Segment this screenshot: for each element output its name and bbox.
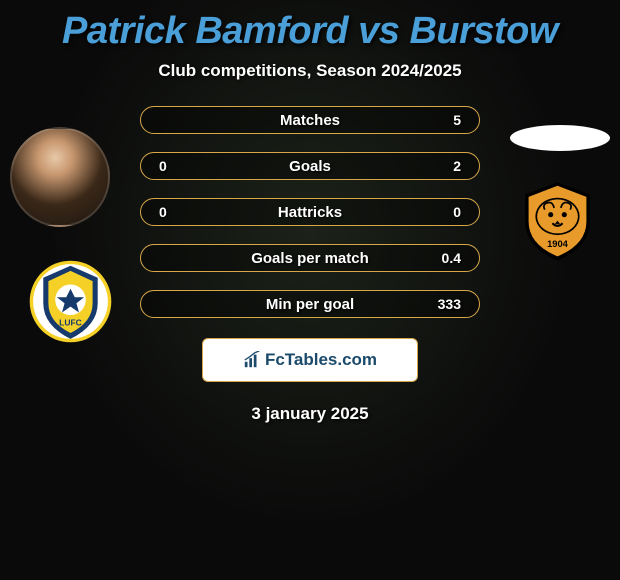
stat-value-right: 0 — [411, 204, 461, 220]
watermark: FcTables.com — [202, 338, 418, 382]
stat-row: Min per goal 333 — [140, 290, 480, 318]
stat-row: 0 Hattricks 0 — [140, 198, 480, 226]
stat-label: Goals — [289, 158, 331, 175]
watermark-text: FcTables.com — [265, 350, 377, 370]
comparison-title: Patrick Bamford vs Burstow — [0, 0, 620, 53]
stat-label: Goals per match — [251, 250, 369, 267]
date: 3 january 2025 — [0, 404, 620, 424]
stat-row: 0 Goals 2 — [140, 152, 480, 180]
bars-icon — [243, 351, 261, 369]
stat-value-right: 5 — [411, 112, 461, 128]
stat-value-right: 333 — [411, 296, 461, 312]
infographic: Patrick Bamford vs Burstow Club competit… — [0, 0, 620, 580]
stat-row: Goals per match 0.4 — [140, 244, 480, 272]
stat-value-left: 0 — [159, 158, 209, 174]
subtitle: Club competitions, Season 2024/2025 — [0, 61, 620, 81]
stat-row: Matches 5 — [140, 106, 480, 134]
stat-value-right: 0.4 — [411, 250, 461, 266]
stat-label: Min per goal — [266, 296, 354, 313]
stat-value-left: 0 — [159, 204, 209, 220]
stat-label: Matches — [280, 112, 340, 129]
stat-label: Hattricks — [278, 204, 342, 221]
stats-block: Matches 5 0 Goals 2 0 Hattricks 0 Goals … — [0, 106, 620, 318]
stat-value-right: 2 — [411, 158, 461, 174]
badge-left-text: LUFC — [59, 317, 82, 327]
